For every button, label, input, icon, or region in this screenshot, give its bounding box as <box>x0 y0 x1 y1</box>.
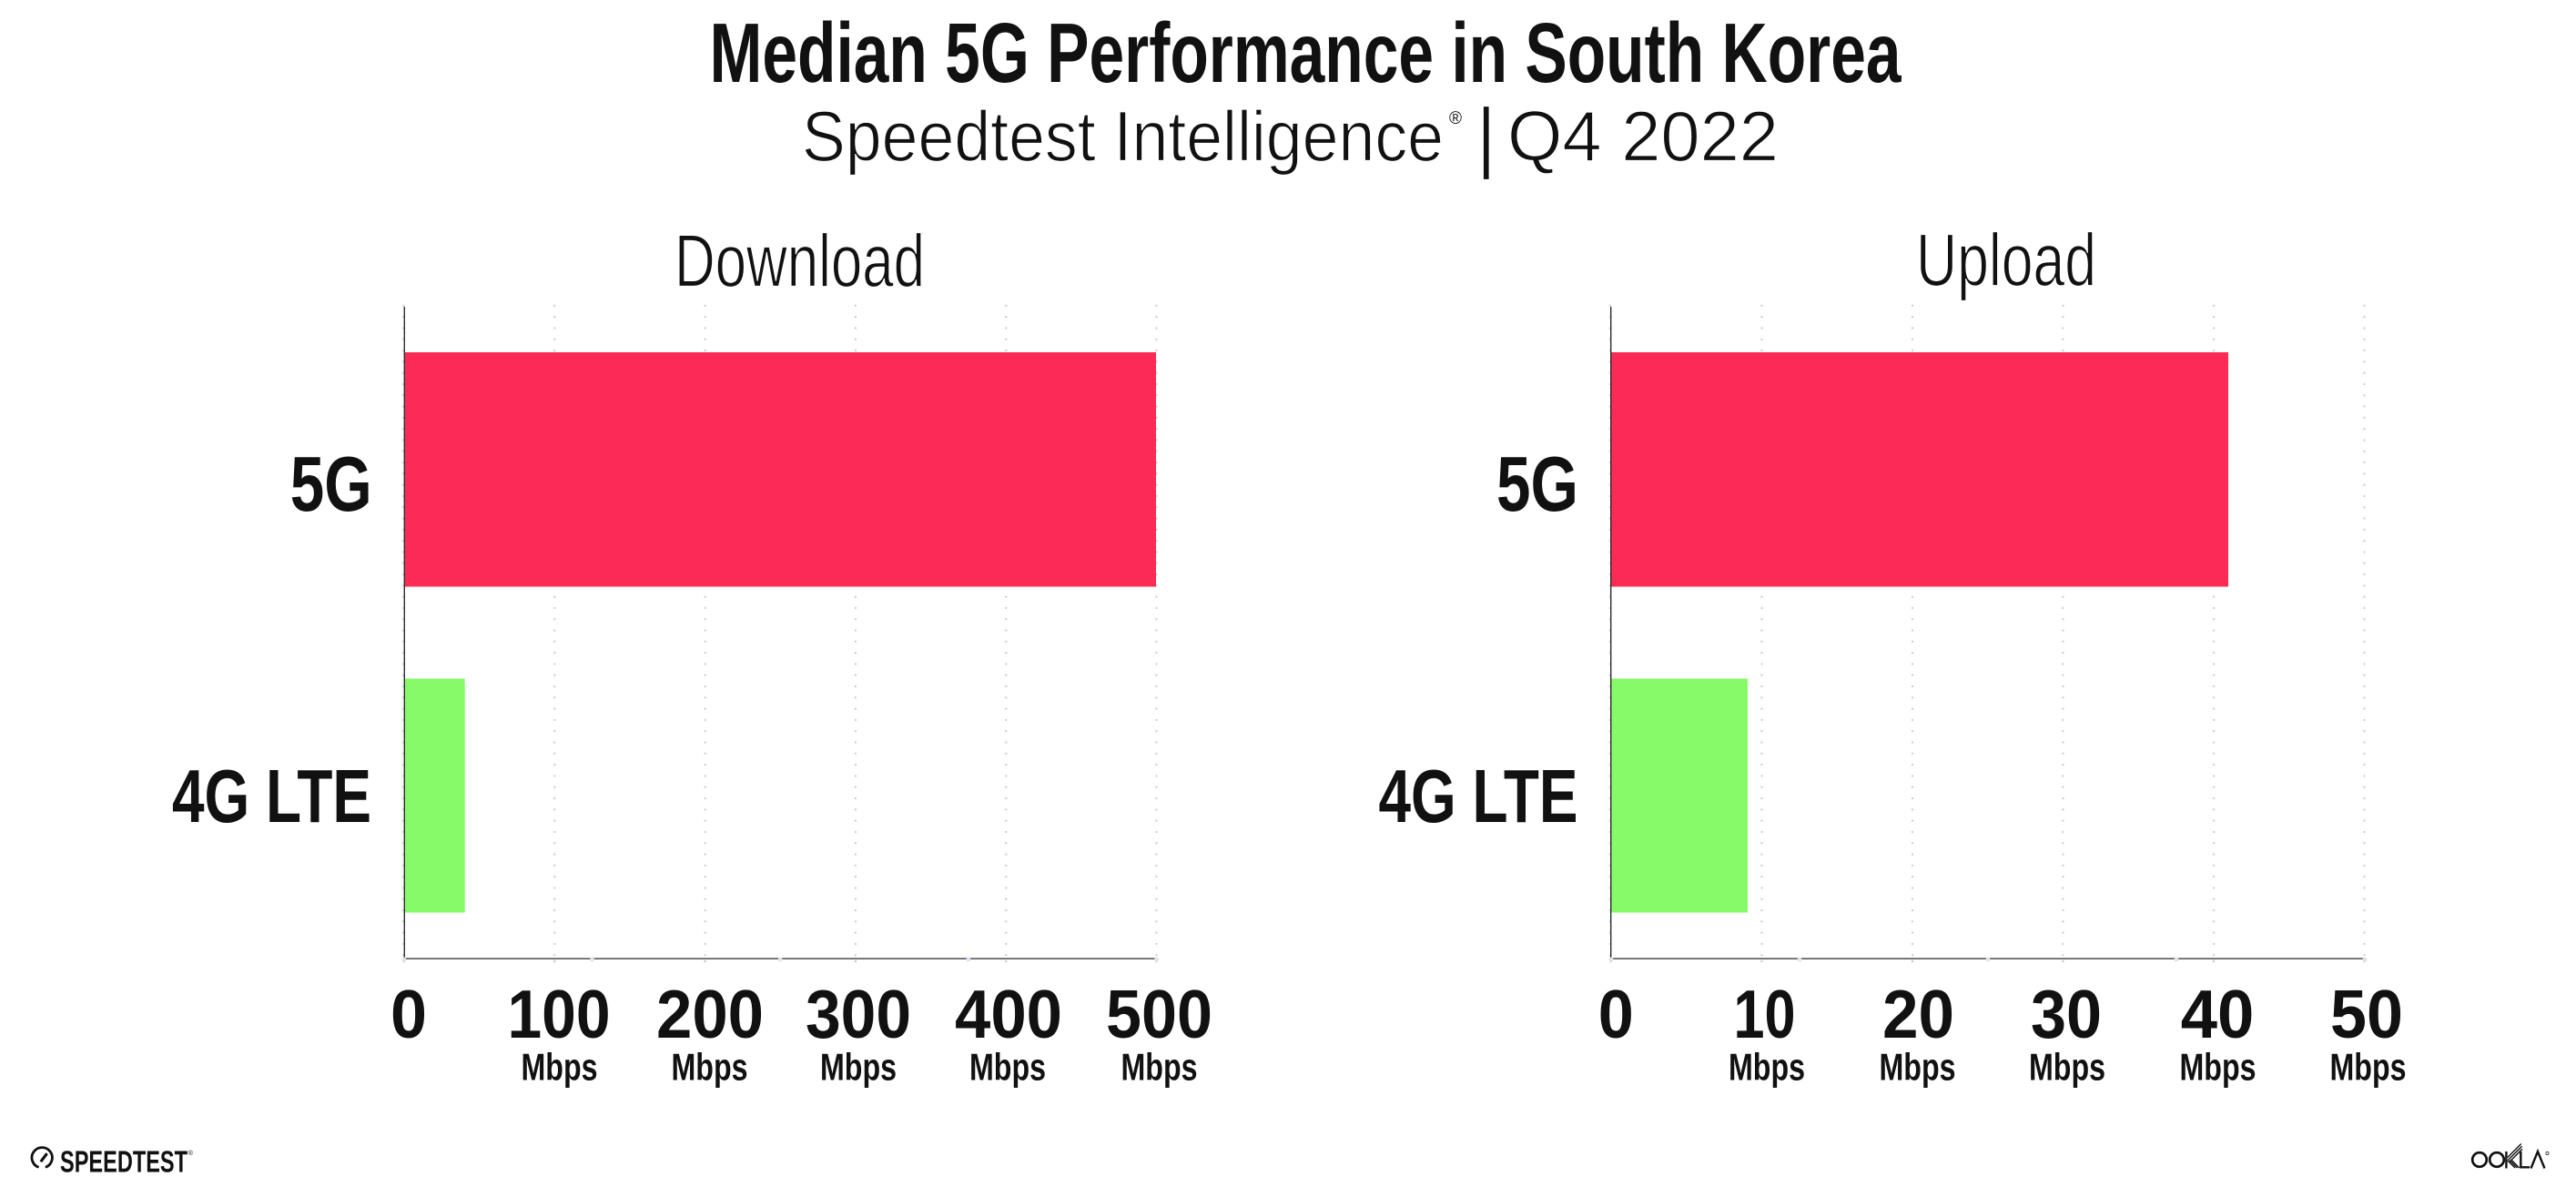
svg-text:Mbps: Mbps <box>1880 1047 1956 1089</box>
svg-text:Mbps: Mbps <box>2330 1047 2407 1089</box>
svg-text:|: | <box>1476 93 1496 180</box>
svg-text:4G LTE: 4G LTE <box>1379 754 1578 838</box>
svg-text:®: ® <box>1449 109 1462 128</box>
svg-text:Download: Download <box>674 219 925 302</box>
svg-text:5G: 5G <box>1496 441 1578 528</box>
svg-text:0: 0 <box>1598 977 1634 1053</box>
svg-text:Mbps: Mbps <box>2029 1047 2105 1089</box>
svg-text:Speedtest Intelligence: Speedtest Intelligence <box>802 96 1444 176</box>
svg-text:Mbps: Mbps <box>672 1047 748 1089</box>
svg-text:30: 30 <box>2031 977 2102 1053</box>
svg-text:400: 400 <box>955 977 1062 1053</box>
svg-text:SPEEDTEST: SPEEDTEST <box>60 1145 188 1179</box>
svg-text:Mbps: Mbps <box>1729 1047 1805 1089</box>
svg-text:Mbps: Mbps <box>969 1047 1046 1089</box>
svg-text:0: 0 <box>390 977 427 1053</box>
svg-text:100: 100 <box>508 977 611 1053</box>
svg-text:Mbps: Mbps <box>2180 1047 2257 1089</box>
svg-text:500: 500 <box>1106 977 1212 1053</box>
svg-text:®: ® <box>188 1149 194 1157</box>
svg-text:Mbps: Mbps <box>820 1047 897 1089</box>
svg-text:20: 20 <box>1882 977 1954 1053</box>
svg-text:200: 200 <box>656 977 764 1053</box>
svg-text:Mbps: Mbps <box>522 1047 598 1089</box>
svg-text:4G LTE: 4G LTE <box>172 754 371 838</box>
svg-text:Mbps: Mbps <box>1121 1047 1198 1089</box>
svg-text:10: 10 <box>1734 977 1796 1053</box>
svg-text:Upload: Upload <box>1916 219 2096 302</box>
svg-text:300: 300 <box>806 977 911 1053</box>
svg-text:Q4 2022: Q4 2022 <box>1507 96 1779 176</box>
svg-text:5G: 5G <box>290 441 372 528</box>
svg-text:Median 5G Performance in South: Median 5G Performance in South Korea <box>710 5 1902 100</box>
svg-text:50: 50 <box>2330 977 2403 1053</box>
svg-text:40: 40 <box>2181 977 2255 1053</box>
